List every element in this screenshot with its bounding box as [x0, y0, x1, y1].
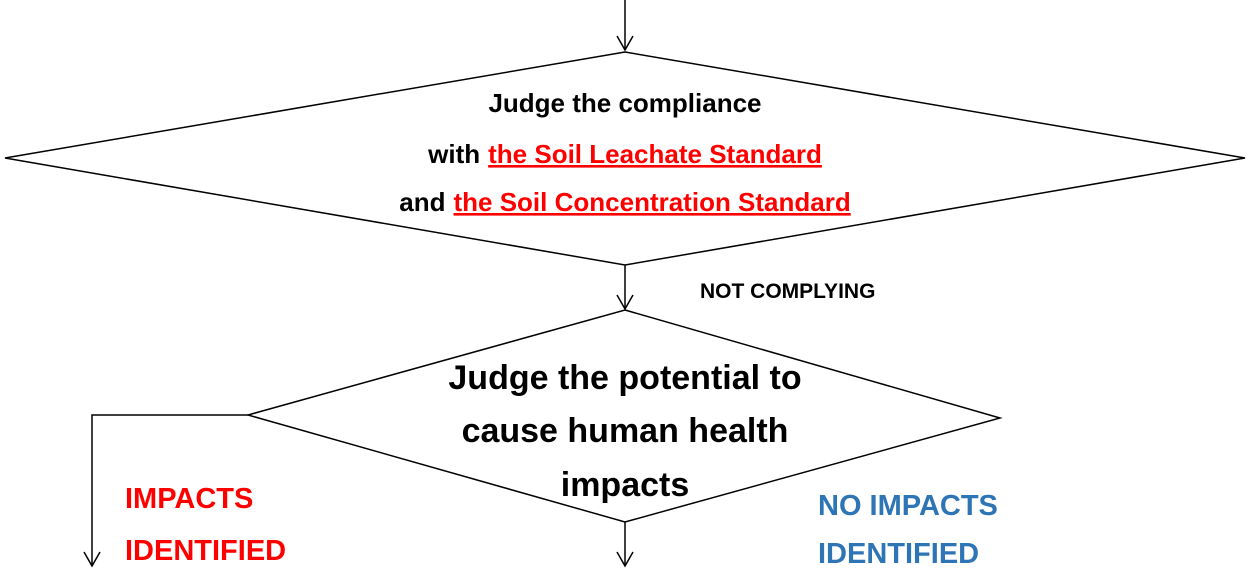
connector [91, 414, 248, 566]
decision-text: with the Soil Leachate Standard [427, 139, 822, 169]
text-segment: with [427, 139, 480, 169]
arrowhead [616, 551, 634, 568]
standard-link: the Soil Leachate Standard [488, 139, 822, 169]
standard-link: the Soil Concentration Standard [453, 187, 850, 217]
outcome-label: NO IMPACTS [818, 490, 998, 522]
text-segment: and [399, 187, 445, 217]
outcome-label: IMPACTS [125, 483, 253, 515]
arrowhead [616, 35, 634, 52]
branch-label: NOT COMPLYING [700, 280, 875, 303]
outcome-label: IDENTIFIED [125, 535, 286, 567]
arrowhead [616, 294, 634, 311]
decision-text: cause human health [462, 412, 789, 450]
arrowhead [83, 551, 101, 568]
decision-text: and the Soil Concentration Standard [399, 187, 850, 217]
decision-text: Judge the potential to [448, 359, 801, 397]
outcome-label: IDENTIFIED [818, 538, 979, 568]
decision-text: Judge the compliance [488, 88, 761, 118]
decision-text: impacts [561, 466, 690, 504]
